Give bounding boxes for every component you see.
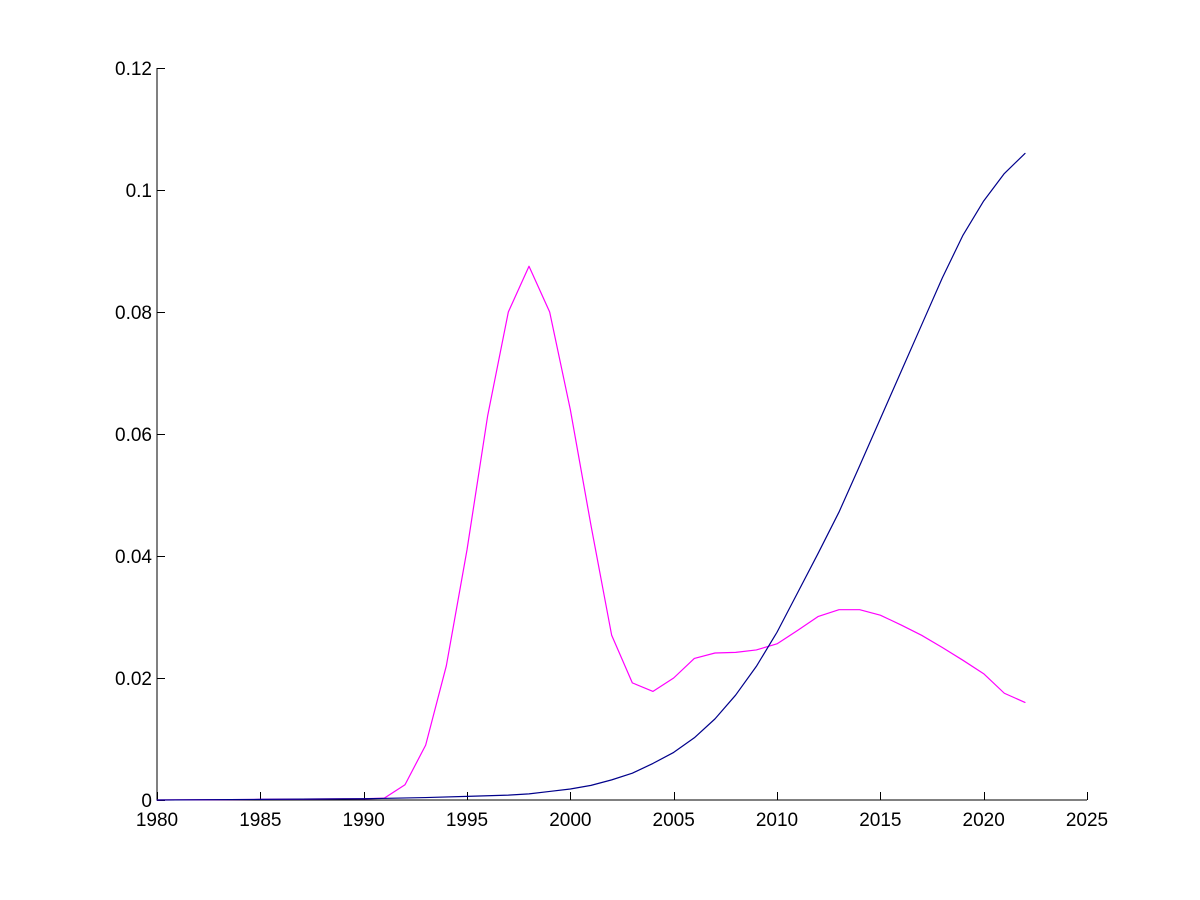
x-tick-label: 1980 [136,810,178,831]
y-tick-label: 0.02 [115,669,152,690]
x-tick-label: 2005 [653,810,695,831]
y-tick-label: 0 [141,791,152,812]
x-tick-label: 1985 [239,810,281,831]
y-tick-label: 0.12 [115,59,152,80]
axes: 1980 1985 1990 1995 2000 2005 2010 2015 2020 2025… [115,59,1108,831]
x-tick-label: 2025 [1066,810,1108,831]
y-tick-label: 0.08 [115,303,152,324]
y-tick-label: 0.06 [115,425,152,446]
x-tick-label: 1995 [446,810,488,831]
x-tick-label: 1990 [343,810,385,831]
x-tick-label: 2015 [859,810,901,831]
x-tick-label: 2000 [549,810,591,831]
y-tick-label: 0.1 [126,181,152,202]
series-line-magenta [156,265,1026,801]
series-line-navy [156,152,1026,801]
x-tick-label: 2010 [756,810,798,831]
series-layer [156,152,1026,801]
y-tick-label: 0.04 [115,547,152,568]
x-tick-label: 2020 [963,810,1005,831]
